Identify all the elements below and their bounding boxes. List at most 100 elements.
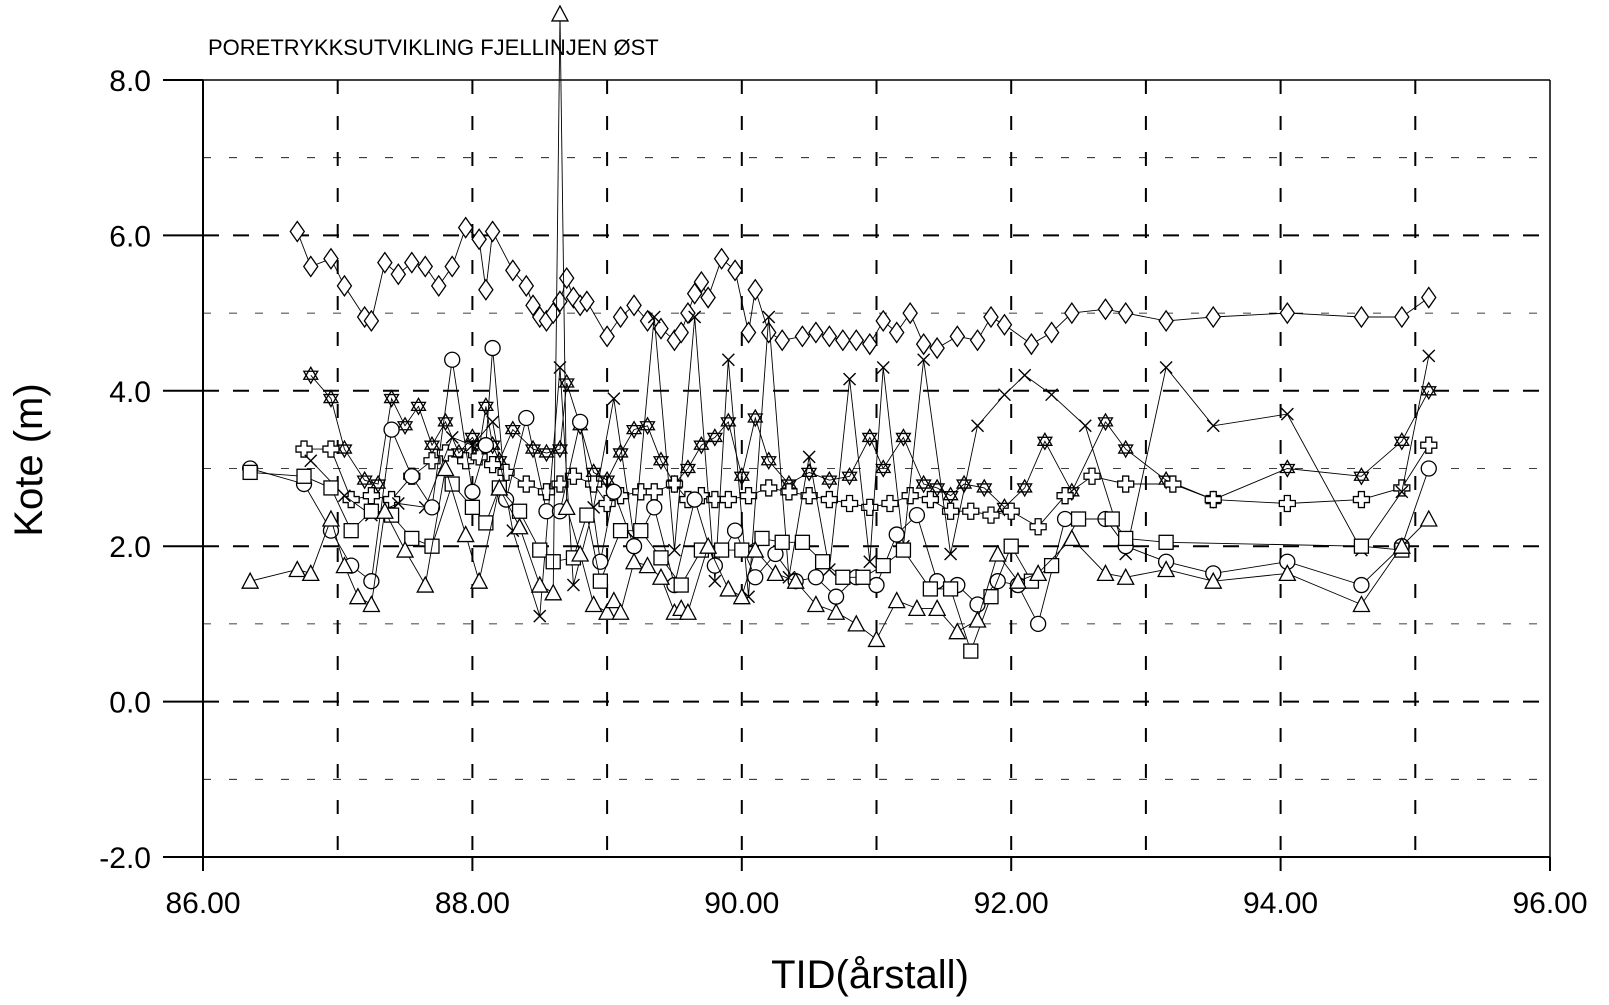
data-point-triangle [335, 556, 354, 574]
x-stroke [337, 489, 351, 503]
star-triangle-down [504, 424, 521, 439]
data-point-cross [645, 483, 663, 501]
data-point-cross [719, 490, 737, 509]
data-point-diamond [1420, 286, 1437, 309]
star-triangle-up [652, 451, 670, 466]
data-point-triangle [348, 587, 367, 605]
star-triangle-up [410, 397, 427, 411]
data-point-star [336, 439, 353, 459]
star-triangle-up [423, 435, 441, 450]
star-triangle-up [1353, 466, 1370, 481]
data-point-triangle [928, 598, 947, 617]
y-axis-title: Kote (m) [7, 383, 51, 536]
data-point-x [1159, 360, 1173, 374]
data-point-diamond [1279, 301, 1296, 325]
star-triangle-down [929, 483, 946, 498]
x-stroke [1159, 360, 1173, 374]
data-point-square [633, 523, 649, 539]
data-point-cross [1164, 475, 1182, 493]
data-point-square [794, 534, 811, 550]
data-point-triangle [436, 459, 455, 477]
data-point-star [625, 420, 643, 439]
star-triangle-up [551, 439, 569, 454]
data-point-x [688, 310, 702, 324]
star-triangle-down [875, 463, 892, 478]
y-tick-label: 4.0 [109, 376, 151, 409]
data-point-square [1043, 557, 1060, 574]
data-point-x [566, 578, 580, 592]
data-point-x [1018, 368, 1032, 382]
data-point-cross [1420, 436, 1438, 454]
data-point-circle [423, 499, 441, 516]
data-point-square [1003, 538, 1019, 554]
star-triangle-down [821, 475, 838, 490]
data-point-diamond [929, 336, 945, 360]
data-point-diamond [673, 321, 689, 344]
x-stroke [971, 419, 985, 433]
x-stroke [688, 310, 702, 324]
star-triangle-down [679, 463, 697, 478]
star-triangle-down [410, 401, 427, 416]
data-point-circle [827, 588, 845, 605]
star-triangle-up [524, 439, 542, 454]
data-point-star [383, 389, 400, 408]
star-triangle-down [464, 432, 481, 447]
data-point-triangle [416, 575, 435, 593]
data-point-cross [497, 463, 515, 482]
data-point-cross [901, 487, 919, 505]
data-point-cross [1056, 487, 1074, 505]
star-triangle-down [370, 479, 387, 494]
data-point-triangle [786, 571, 805, 589]
data-point-diamond [700, 286, 716, 309]
data-point-circle [1353, 576, 1370, 594]
data-point-diamond [505, 259, 521, 282]
star-triangle-down [383, 393, 400, 408]
star-triangle-down [915, 479, 932, 494]
data-point-triangle [651, 567, 671, 585]
data-point-square [1070, 511, 1087, 527]
data-point-square [242, 464, 258, 481]
star-triangle-up [396, 416, 414, 431]
star-triangle-down [396, 421, 414, 436]
y-tick-label: 8.0 [109, 65, 151, 98]
data-point-square [855, 569, 871, 585]
data-point-diamond [848, 329, 865, 352]
data-point-circle [484, 339, 501, 357]
star-triangle-down [747, 413, 764, 428]
x-stroke [721, 353, 735, 367]
data-point-triangle [1096, 564, 1115, 582]
star-triangle-up [1117, 439, 1134, 454]
star-triangle-down [625, 424, 643, 439]
x-stroke [1018, 368, 1032, 382]
x-stroke [863, 555, 877, 569]
star-triangle-down [895, 432, 912, 447]
star-triangle-down [1393, 436, 1410, 451]
star-triangle-down [693, 440, 710, 455]
data-point-diamond [390, 263, 407, 286]
data-point-circle [1029, 615, 1047, 633]
data-point-square [404, 530, 420, 547]
x-tick-label: 92.00 [974, 887, 1049, 920]
data-point-cross [1029, 518, 1047, 536]
data-point-x [607, 392, 621, 406]
series-x [304, 310, 1436, 623]
data-point-diamond [693, 270, 710, 294]
data-point-circle [605, 483, 622, 500]
star-triangle-up [558, 373, 575, 388]
star-triangle-up [841, 466, 858, 481]
star-triangle-up [861, 428, 878, 443]
x-stroke [876, 360, 890, 374]
x-stroke [708, 574, 722, 588]
data-point-triangle [301, 564, 320, 582]
data-point-triangle [571, 544, 590, 562]
data-point-cross [436, 444, 455, 462]
data-point-triangle [288, 560, 307, 578]
data-point-diamond [875, 309, 892, 333]
data-point-cross [881, 494, 899, 513]
data-point-triangle [766, 564, 785, 582]
star-triangle-up [538, 443, 555, 458]
data-point-diamond [680, 301, 696, 325]
data-point-triangle [907, 598, 926, 617]
data-point-triangle [948, 622, 967, 640]
